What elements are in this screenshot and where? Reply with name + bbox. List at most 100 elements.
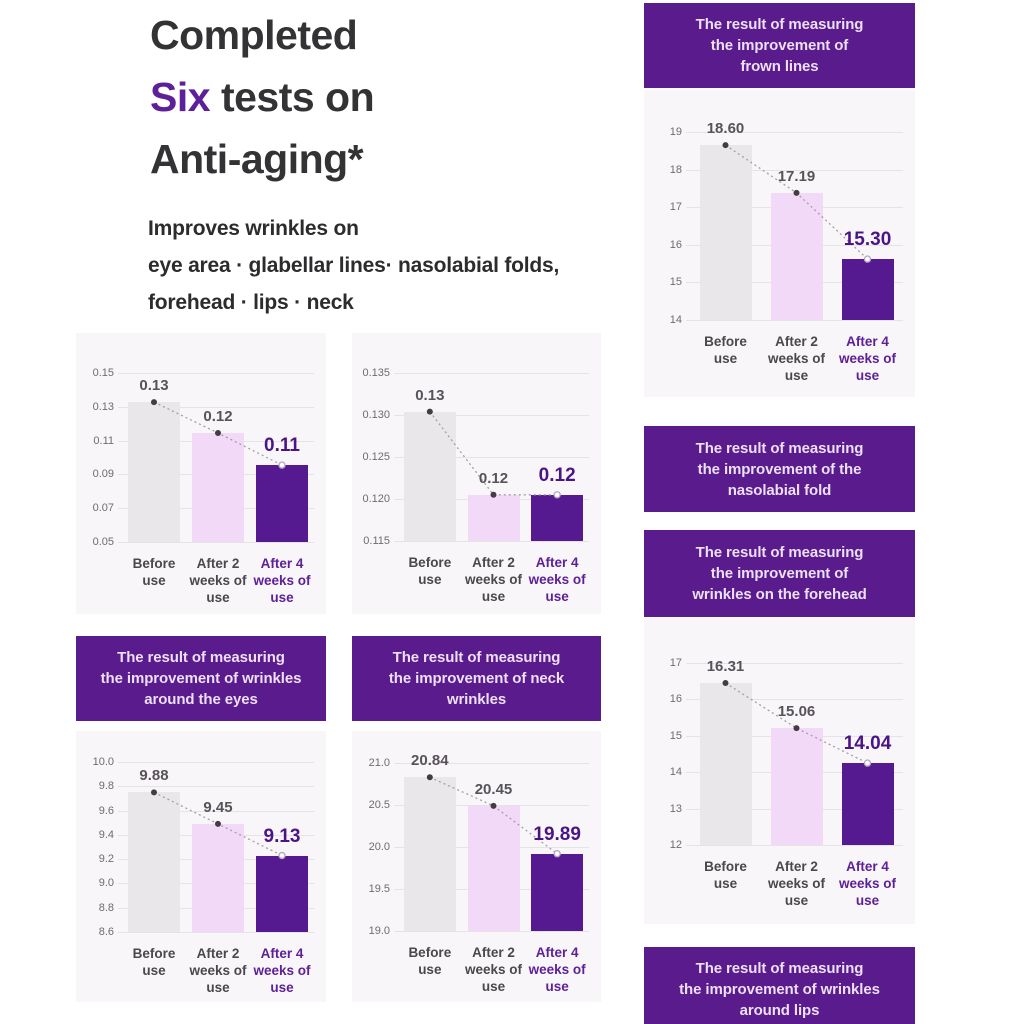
- x-axis-label: After 4 weeks of use: [253, 556, 311, 605]
- title-line-2: Six tests on: [150, 74, 375, 120]
- y-axis-tick: 0.15: [92, 367, 114, 379]
- bar-after-4-weeks: [531, 494, 584, 541]
- value-label: 0.13: [415, 386, 445, 404]
- y-axis-tick: 0.05: [92, 536, 114, 548]
- subtitle-line-1: Improves wrinkles on: [148, 217, 359, 240]
- y-axis-tick: 13: [669, 802, 682, 815]
- value-label: 9.45: [203, 798, 233, 816]
- header-forehead: The result of measuring the improvement …: [644, 530, 915, 617]
- x-axis-label: After 2 weeks of use: [464, 945, 523, 994]
- x-axis-label: After 2 weeks of use: [767, 859, 826, 908]
- y-axis-tick: 10.0: [92, 756, 114, 768]
- y-axis-tick: 15: [669, 276, 682, 289]
- x-axis-label: After 4 weeks of use: [253, 946, 311, 995]
- bar-before-use: [699, 683, 752, 845]
- y-axis-tick: 0.135: [362, 367, 390, 379]
- value-label: 0.12: [203, 407, 233, 425]
- x-axis-label: After 2 weeks of use: [189, 946, 247, 995]
- gridline: [394, 931, 589, 932]
- x-axis-label: After 4 weeks of use: [838, 859, 897, 908]
- y-axis-tick: 9.0: [98, 877, 114, 890]
- gridline: [686, 132, 903, 133]
- gridline: [118, 762, 314, 763]
- y-axis-tick: 0.13: [92, 400, 114, 413]
- x-axis-label: Before use: [408, 555, 452, 587]
- value-label: 20.84: [411, 752, 449, 770]
- page-title: Completed Six tests on Anti-aging*: [150, 4, 375, 190]
- x-axis-label: After 2 weeks of use: [189, 556, 247, 605]
- y-axis-tick: 0.11: [93, 434, 114, 447]
- chart-card-top-middle: 0.135 0.130 0.125 0.120 0.115 0.13 0.12 0.12 Bef…: [352, 333, 601, 614]
- value-label: 20.45: [474, 780, 513, 798]
- bar-after-2-weeks: [467, 494, 520, 541]
- bar-after-4-weeks: [841, 763, 894, 845]
- bar-after-4-weeks: [841, 259, 894, 320]
- header-nasolabial: The result of measuring the improvement …: [644, 426, 915, 512]
- bar-after-4-weeks: [256, 855, 308, 932]
- title-line-1: Completed: [150, 12, 358, 58]
- y-axis-tick: 17: [669, 201, 682, 214]
- chart-card-forehead: 17 16 15 14 13 12 16.31 15.06 14.04 Before use Afte…: [644, 618, 915, 924]
- value-label: 17.19: [777, 167, 816, 185]
- subtitle-line-3: forehead · lips · neck: [148, 291, 354, 314]
- y-axis-tick: 19.5: [368, 883, 390, 895]
- y-axis-tick: 20.5: [368, 799, 390, 811]
- y-axis-tick: 0.130: [362, 409, 390, 421]
- page-subtitle: Improves wrinkles on eye area · glabella…: [148, 210, 559, 321]
- y-axis-tick: 12: [669, 839, 682, 851]
- header-frown-lines: The result of measuring the improvement …: [644, 3, 915, 88]
- y-axis-tick: 8.8: [98, 901, 114, 914]
- gridline: [118, 932, 314, 933]
- value-label: 9.88: [139, 767, 169, 785]
- value-label: 0.13: [139, 377, 169, 395]
- y-axis-tick: 20.0: [368, 841, 390, 853]
- value-label: 9.13: [263, 825, 301, 847]
- x-axis-label: Before use: [132, 556, 176, 588]
- x-axis-label: After 2 weeks of use: [767, 334, 826, 383]
- y-axis-tick: 21.0: [368, 757, 390, 769]
- title-accent-six: Six: [150, 74, 211, 120]
- bar-after-2-weeks: [770, 728, 823, 845]
- y-axis-tick: 9.4: [98, 828, 114, 841]
- subtitle-line-2: eye area · glabellar lines· nasolabial f…: [148, 254, 560, 277]
- y-axis-tick: 0.125: [362, 451, 390, 463]
- y-axis-tick: 14: [669, 314, 682, 326]
- y-axis-tick: 0.07: [92, 502, 114, 515]
- header-eyes: The result of measuring the improvement …: [76, 636, 326, 721]
- gridline: [118, 786, 314, 788]
- chart-card-neck: 21.0 20.5 20.0 19.5 19.0 20.84 20.45 19.89 Befor…: [352, 731, 601, 1002]
- bar-after-2-weeks: [770, 192, 823, 320]
- y-axis-tick: 15: [669, 729, 682, 742]
- y-axis-tick: 19.0: [368, 925, 390, 937]
- gridline: [118, 373, 314, 374]
- value-label: 16.31: [706, 658, 745, 676]
- x-axis-label: Before use: [408, 945, 452, 977]
- y-axis-tick: 16: [669, 238, 682, 251]
- x-axis-label: After 4 weeks of use: [528, 945, 586, 994]
- gridline: [686, 845, 903, 846]
- value-label: 18.60: [706, 120, 745, 138]
- y-axis-tick: 8.6: [98, 926, 114, 938]
- y-axis-tick: 19: [669, 126, 682, 138]
- x-axis-label: Before use: [704, 334, 747, 366]
- title-line-3: Anti-aging*: [150, 136, 364, 182]
- y-axis-tick: 9.8: [98, 780, 114, 793]
- x-axis-label: Before use: [704, 859, 747, 891]
- gridline: [394, 373, 589, 374]
- y-axis-tick: 17: [669, 657, 682, 669]
- x-axis-label: After 4 weeks of use: [528, 555, 586, 604]
- y-axis-tick: 9.6: [98, 804, 114, 817]
- gridline: [686, 320, 903, 321]
- value-label: 15.30: [843, 229, 892, 251]
- bar-after-4-weeks: [256, 465, 308, 542]
- header-lips: The result of measuring the improvement …: [644, 947, 915, 1024]
- chart-card-eyes: 10.0 9.8 9.6 9.4 9.2 9.0 8.8 8.6 9.88 9.45 9.13 Bef…: [76, 731, 326, 1002]
- y-axis-tick: 18: [669, 163, 682, 176]
- y-axis-tick: 16: [669, 693, 682, 706]
- gridline: [394, 541, 589, 542]
- bar-before-use: [403, 777, 456, 931]
- gridline: [118, 542, 314, 543]
- gridline: [686, 663, 903, 664]
- bar-after-4-weeks: [531, 853, 584, 931]
